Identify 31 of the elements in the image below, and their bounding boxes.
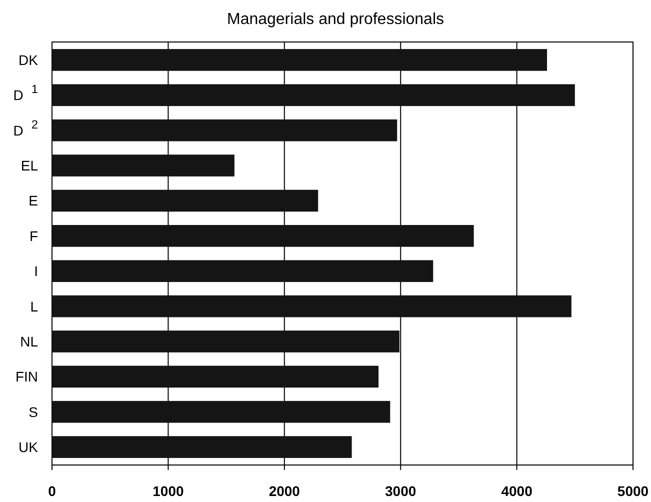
x-tick-label: 0 (48, 482, 56, 499)
y-tick-label: S (28, 404, 38, 420)
bar (52, 366, 379, 388)
y-tick-label: I (34, 263, 38, 280)
y-tick-label: F (29, 228, 38, 244)
bar (52, 400, 390, 423)
bar (52, 295, 572, 318)
x-tick-label: 1000 (152, 482, 184, 499)
bar (52, 436, 352, 458)
bar (52, 330, 400, 352)
y-tick-label: E (28, 192, 38, 209)
y-tick-label: UK (18, 439, 39, 456)
y-tick-label: EL (20, 158, 38, 174)
bar (52, 260, 434, 282)
bar (52, 224, 474, 247)
y-tick-label: L (30, 298, 38, 314)
bar (52, 84, 575, 106)
x-tick-label: 3000 (385, 482, 416, 499)
y-tick-label: DK (18, 52, 39, 68)
x-tick-label: 4000 (501, 482, 533, 499)
bar (52, 154, 234, 176)
chart-title: Managerials and professionals (226, 11, 444, 28)
y-tick-label: FIN (15, 368, 38, 385)
bar (52, 119, 398, 142)
x-tick-label: 2000 (268, 482, 300, 499)
y-tick-label: D$^{2}$ (13, 117, 38, 138)
bar (52, 190, 318, 212)
bar (52, 49, 548, 71)
y-tick-label: D$^{1}$ (13, 82, 38, 104)
x-tick-label: 5000 (617, 482, 649, 499)
y-tick-label: NL (20, 333, 38, 350)
